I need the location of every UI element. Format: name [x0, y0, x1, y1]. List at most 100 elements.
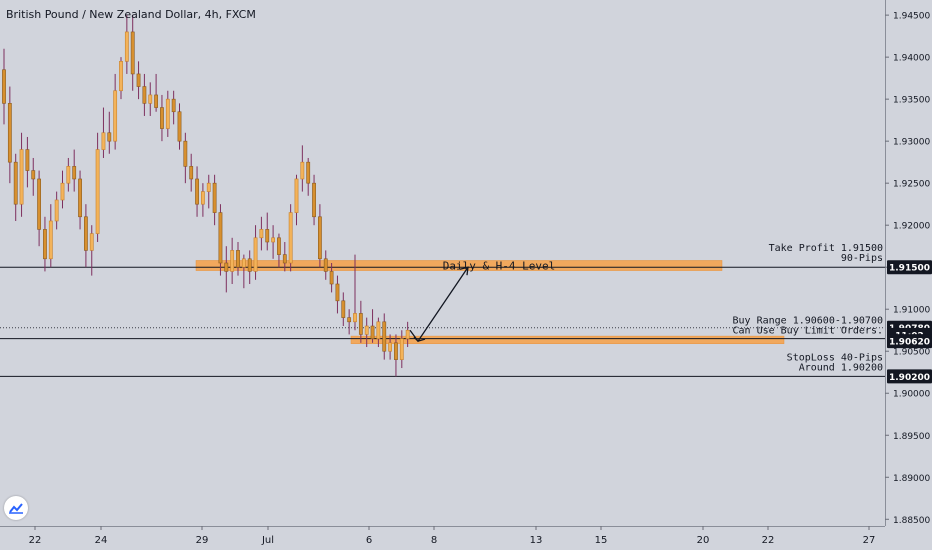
candle-body	[66, 166, 71, 184]
logo-icon	[9, 503, 23, 514]
price-tick-label: 1.94500	[893, 12, 930, 22]
candle-body	[370, 325, 375, 339]
candle-body	[72, 166, 77, 180]
candle-body	[335, 283, 340, 302]
price-tag-label: 1.90200	[889, 373, 930, 383]
price-tag-bg	[887, 260, 932, 275]
candle-body	[107, 132, 112, 142]
time-tick-label: 29	[196, 535, 209, 546]
candle-body	[19, 149, 24, 205]
candle-body	[294, 178, 299, 213]
price-tick-label: 1.94000	[893, 54, 930, 64]
tradingview-logo[interactable]	[4, 496, 28, 520]
time-tick-label: 13	[530, 535, 543, 546]
candle-body	[165, 98, 170, 129]
price-tag-label: 1.91500	[889, 264, 930, 274]
candle-body	[230, 250, 235, 272]
candle-body	[394, 342, 398, 360]
candle-body	[113, 90, 118, 142]
candle-body	[119, 61, 123, 92]
price-tick-label: 1.89000	[893, 474, 930, 484]
candle-body	[358, 313, 363, 335]
candle-body	[84, 216, 88, 251]
candle-body	[306, 161, 311, 184]
price-tick-label: 1.93000	[893, 138, 930, 148]
candle-body	[218, 212, 223, 264]
candle-body	[136, 73, 141, 87]
price-tick-label: 1.93500	[893, 96, 930, 106]
candle-body	[148, 94, 153, 104]
candle-body	[317, 216, 322, 260]
time-tick-label: Jul	[261, 535, 274, 546]
candle-body	[171, 98, 176, 113]
annotation-stop-loss: StopLoss 40-Pips	[787, 352, 883, 363]
candle-body	[95, 149, 100, 234]
candle-body	[329, 271, 334, 285]
candle-body	[288, 212, 293, 264]
time-tick-label: 22	[762, 535, 775, 546]
candle-body	[2, 69, 6, 104]
time-tick-label: 22	[29, 535, 42, 546]
candle-body	[13, 161, 18, 205]
price-axis-panel	[885, 0, 932, 550]
price-tag-label: 1.90620	[889, 338, 930, 348]
candle-body	[124, 31, 129, 62]
candle-body	[31, 170, 36, 180]
candle-body	[323, 258, 328, 272]
candle-body	[236, 250, 240, 268]
candle-body	[37, 178, 42, 230]
symbol-title: British Pound / New Zealand Dollar, 4h, …	[6, 8, 256, 21]
candle-body	[189, 166, 194, 180]
price-tick-label: 1.89500	[893, 432, 930, 442]
annotation-limit-orders: Can Use Buy Limit Orders.	[732, 326, 883, 337]
candle-body	[282, 254, 287, 264]
annotation-around: Around 1.90200	[799, 362, 883, 373]
price-tick-label: 1.90500	[893, 348, 930, 358]
candle-body	[376, 321, 381, 339]
price-tick-label: 1.91000	[893, 306, 930, 316]
annotation-buy-range: Buy Range 1.90600-1.90700	[732, 316, 883, 327]
candle-body	[154, 94, 159, 108]
candle-body	[347, 317, 352, 323]
candle-body	[177, 111, 182, 142]
candle-body	[224, 262, 229, 272]
candle-body	[300, 161, 305, 180]
candle-body	[405, 329, 410, 339]
candle-body	[160, 107, 164, 129]
candle-body	[43, 229, 47, 260]
zone-label: Daily & H-4 Level	[443, 260, 556, 273]
candle-body	[206, 182, 211, 192]
annotation-take-profit: Take Profit 1.91500	[769, 243, 883, 254]
time-tick-label: 27	[863, 535, 876, 546]
candle-body	[277, 237, 281, 255]
candle-body	[195, 178, 199, 205]
candle-body	[48, 220, 53, 260]
price-tick-label: 1.92500	[893, 180, 930, 190]
candle-body	[212, 182, 217, 213]
time-tick-label: 8	[431, 535, 437, 546]
candle-body	[201, 191, 205, 205]
candle-body	[259, 229, 264, 239]
candle-body	[247, 258, 252, 272]
price-tag-bg	[887, 334, 932, 349]
candle-body	[7, 103, 12, 163]
annotation-pips-90: 90-Pips	[841, 253, 883, 264]
candle-body	[60, 182, 65, 201]
candle-body	[388, 342, 393, 352]
candle-body	[353, 313, 357, 323]
projection-tail	[413, 336, 426, 342]
time-tick-label: 15	[595, 535, 608, 546]
candle-body	[78, 178, 82, 218]
candle-body	[271, 237, 276, 243]
candle-body	[265, 229, 270, 243]
candle-body	[142, 86, 147, 104]
candle-body	[312, 182, 316, 218]
candle-body	[130, 31, 135, 75]
time-tick-label: 6	[366, 535, 372, 546]
buy-zone	[350, 335, 785, 344]
candle-body	[364, 325, 369, 335]
daily-h4-zone	[195, 260, 723, 271]
candle-body	[241, 258, 246, 268]
